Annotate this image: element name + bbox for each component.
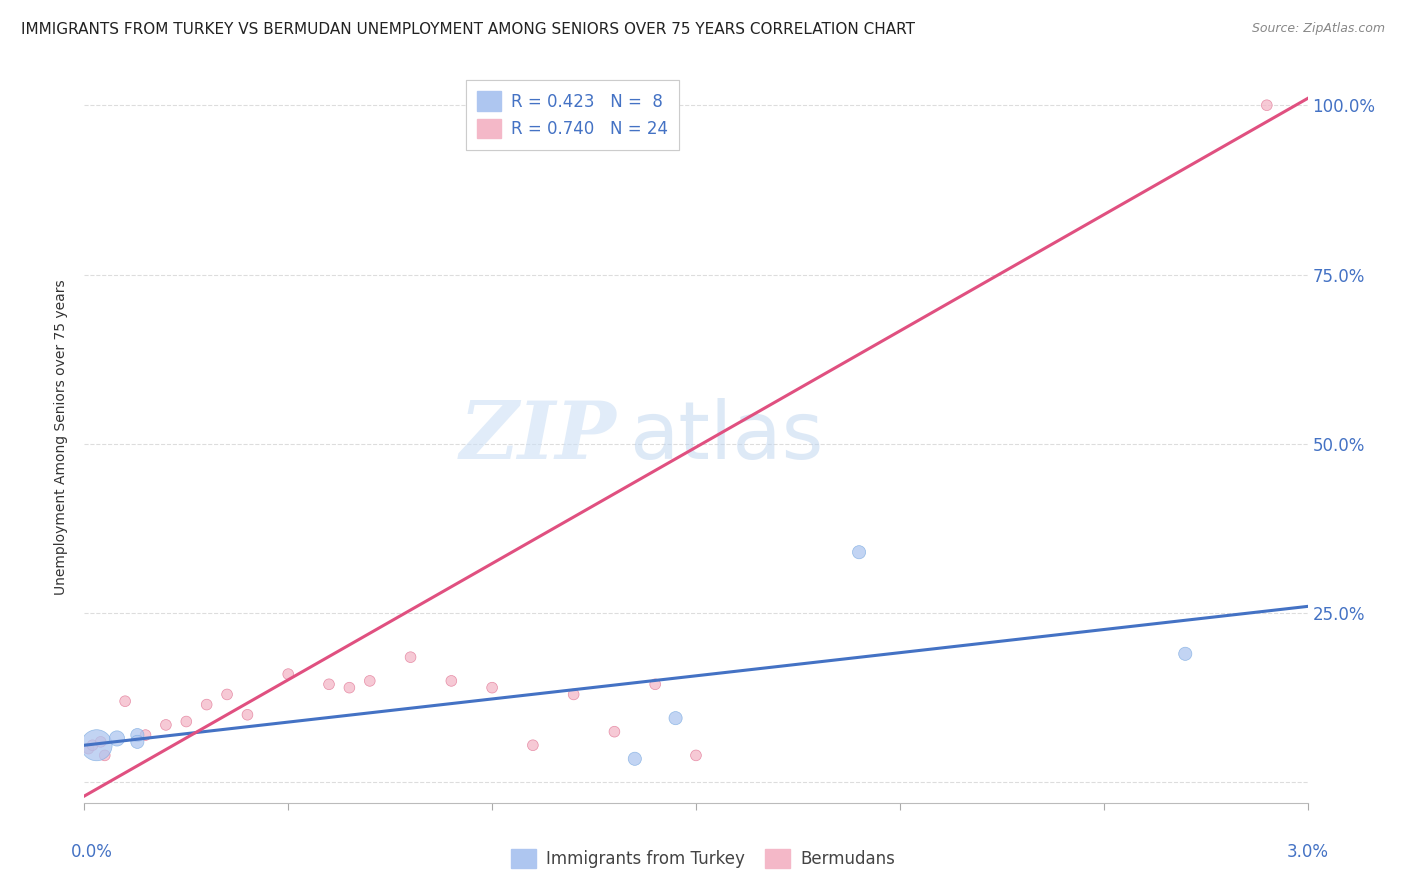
Text: Source: ZipAtlas.com: Source: ZipAtlas.com (1251, 22, 1385, 36)
Text: 3.0%: 3.0% (1286, 843, 1329, 861)
Point (195, 698, 218, 712)
Point (685, 748, 707, 763)
Point (848, 545, 870, 559)
Point (82, 738, 104, 752)
Point (1174, 647, 1197, 661)
Point (217, 688, 239, 702)
Point (359, 673, 381, 688)
Point (624, 752, 647, 766)
Point (93, 748, 117, 763)
Point (155, 718, 177, 732)
Point (127, 728, 149, 742)
Point (236, 707, 259, 722)
Point (77, 741, 100, 756)
Legend: Immigrants from Turkey, Bermudans: Immigrants from Turkey, Bermudans (505, 842, 901, 875)
Point (105, 731, 128, 746)
Y-axis label: Unemployment Among Seniors over 75 years: Unemployment Among Seniors over 75 years (55, 279, 69, 595)
Point (644, 677, 666, 691)
Point (135, 728, 157, 742)
Point (127, 735, 149, 749)
Point (86, 738, 108, 752)
Point (277, 667, 299, 681)
Point (90, 735, 112, 749)
Text: ZIP: ZIP (460, 399, 616, 475)
Point (399, 650, 422, 665)
Point (481, 681, 503, 695)
Text: 0.0%: 0.0% (70, 843, 112, 861)
Point (522, 738, 544, 752)
Point (176, 714, 198, 729)
Point (1256, 98, 1278, 112)
Point (562, 688, 585, 702)
Point (665, 711, 688, 725)
Point (114, 694, 136, 708)
Text: atlas: atlas (628, 398, 823, 476)
Point (339, 681, 361, 695)
Point (440, 673, 463, 688)
Legend: R = 0.423   N =  8, R = 0.740   N = 24: R = 0.423 N = 8, R = 0.740 N = 24 (465, 79, 679, 150)
Text: IMMIGRANTS FROM TURKEY VS BERMUDAN UNEMPLOYMENT AMONG SENIORS OVER 75 YEARS CORR: IMMIGRANTS FROM TURKEY VS BERMUDAN UNEMP… (21, 22, 915, 37)
Point (603, 724, 626, 739)
Point (318, 677, 340, 691)
